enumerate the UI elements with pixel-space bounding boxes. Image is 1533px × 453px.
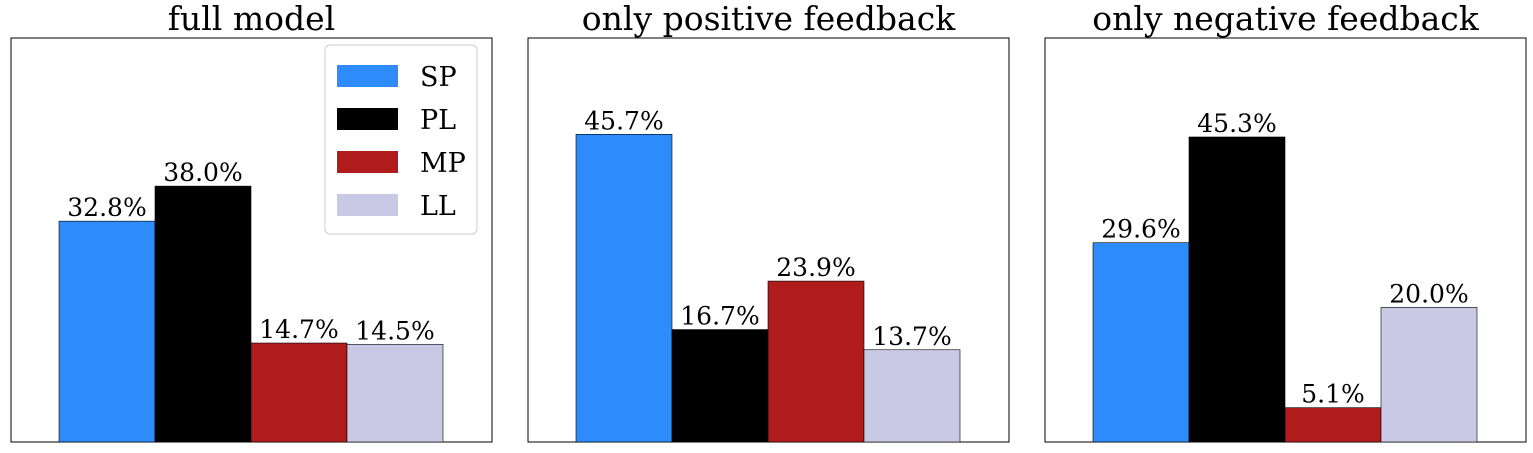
legend-swatch-ll [337,194,398,216]
bar-ll [1380,307,1478,443]
bar-value-label: 38.0% [163,158,242,187]
legend-label-sp: SP [420,62,457,93]
legend-label-ll: LL [420,191,456,222]
bar-mp [767,280,865,443]
bar-value-label: 16.7% [680,302,759,331]
panel-title: only negative feedback [1092,0,1480,38]
legend-swatch-mp [337,151,398,173]
bar-value-label: 13.7% [872,322,951,351]
bar-ll [863,349,961,443]
bar-value-label: 29.6% [1101,215,1180,244]
chart-panel: only negative feedback 29.6% 45.3% 5.1% 20.0… [1044,0,1527,443]
bar-mp [1284,407,1382,443]
bar-value-label: 20.0% [1389,279,1468,308]
bar-sp [1092,242,1190,443]
legend-swatch-pl [337,108,398,130]
legend: SP PL MP LL [324,44,478,235]
panel-title: only positive feedback [582,0,956,38]
bar-sp [58,220,156,443]
chart-panels: full model 32.8% 38.0% 14.7% 14.5% only posit… [10,0,1527,443]
bar-value-label: 14.5% [355,316,434,345]
bar-mp [250,342,348,443]
bar-value-label: 14.7% [259,315,338,344]
chart-panel: only positive feedback 45.7% 16.7% 23.9% 13.… [527,0,1010,443]
bar-sp [575,133,673,443]
bar-value-label: 32.8% [67,193,146,222]
bar-ll [346,344,444,443]
legend-label-pl: PL [420,105,456,136]
legend-swatch-sp [337,65,398,87]
bar-value-label: 5.1% [1301,380,1365,409]
bar-pl [1188,136,1286,443]
bar-value-label: 45.7% [584,106,663,135]
bar-pl [154,185,252,443]
bar-value-label: 45.3% [1197,109,1276,138]
bar-value-label: 23.9% [776,253,855,282]
bar-pl [671,329,769,443]
legend-box [324,44,478,235]
chart-panel: full model 32.8% 38.0% 14.7% 14.5% [10,0,493,443]
panel-title: full model [168,0,335,38]
legend-label-mp: MP [420,148,466,179]
